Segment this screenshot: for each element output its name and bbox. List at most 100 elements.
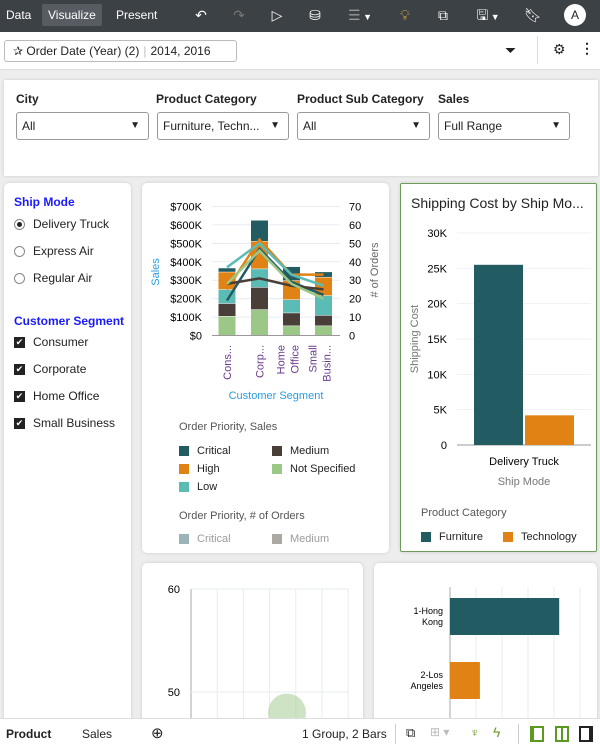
checkbox-consumer[interactable]: ✔ Consumer — [14, 335, 89, 349]
y-tick-label: 5K — [434, 405, 448, 417]
checkbox-corporate[interactable]: ✔ Corporate — [14, 362, 87, 376]
bar-segment — [251, 287, 268, 310]
left-panel-toggle-icon[interactable] — [530, 726, 544, 742]
y-tick-label: Kong — [422, 617, 443, 627]
product-category-select[interactable]: Furniture, Techn... ▼ — [157, 112, 289, 140]
radio-express-air[interactable]: Express Air — [14, 244, 94, 258]
tab-present[interactable]: Present — [116, 8, 158, 22]
comment-icon[interactable]: ☰ ▼ — [348, 7, 372, 23]
legend-label: Low — [197, 481, 218, 493]
tab-visualize[interactable]: Visualize — [42, 4, 102, 26]
grid-icon[interactable]: ⊞ ▾ — [430, 725, 450, 739]
bar-legend-item[interactable]: Low — [179, 481, 217, 493]
avatar[interactable]: A — [564, 4, 586, 26]
brush-icon[interactable]: ♆ — [470, 725, 480, 740]
bookmark-icon[interactable]: 🔖︎ — [524, 7, 542, 23]
y-tick-label: 2-Los — [420, 670, 443, 680]
x-axis-label: Ship Mode — [498, 476, 551, 488]
date-filter-pill[interactable]: ✰ Order Date (Year) (2) | 2014, 2016 — [4, 40, 237, 62]
y2-tick-label: 60 — [349, 220, 361, 232]
bar-legend-item[interactable]: Critical — [179, 445, 231, 457]
lightning-icon[interactable]: ϟ — [493, 724, 501, 740]
city-select[interactable]: All ▼ — [16, 112, 149, 140]
y2-tick-label: 20 — [349, 294, 361, 306]
legend-item[interactable]: Technology — [503, 531, 577, 543]
customer-segment-title: Customer Segment — [14, 314, 125, 328]
city-bar-chart: 1-Hong Kong 2-Los Angeles — [374, 563, 597, 728]
chevron-down-icon: ▼ — [551, 120, 561, 131]
sales-select[interactable]: Full Range ▼ — [438, 112, 570, 140]
list-filters-panel: Ship Mode Delivery Truck Express Air Reg… — [4, 183, 131, 723]
right-panel-toggle-icon[interactable] — [579, 726, 593, 742]
legend-item[interactable]: Furniture — [421, 531, 483, 543]
bar-legend-item[interactable]: High — [179, 463, 220, 475]
x-tick-label: Home — [276, 345, 288, 374]
legend-swatch — [179, 482, 189, 492]
y2-tick-label: 30 — [349, 275, 361, 287]
dashboard-filters: City All ▼ Product Category Furniture, Te… — [4, 80, 598, 176]
checkbox-home-office[interactable]: ✔ Home Office — [14, 389, 100, 403]
product-category-label: Product Category — [156, 92, 257, 106]
legend-label: Technology — [521, 531, 577, 543]
series-line — [226, 277, 324, 291]
series-line — [226, 241, 324, 287]
legend-label: Not Specified — [290, 463, 356, 475]
sales-orders-combo-chart: $0 0 $100K 10 $200K 20 $300K 30 $400K 40 $500K 50 $6… — [142, 183, 389, 553]
traffic-light-icon[interactable]: ⚙ — [553, 41, 566, 57]
lightbulb-icon[interactable]: 💡︎ — [400, 7, 410, 23]
legend-swatch — [272, 464, 282, 474]
product-sub-category-select[interactable]: All ▼ — [297, 112, 430, 140]
bar-segment — [315, 326, 332, 335]
bar-segment — [315, 295, 332, 316]
bar-segment — [251, 309, 268, 335]
radio-delivery-truck[interactable]: Delivery Truck — [14, 217, 109, 231]
y-tick-label: $300K — [170, 275, 202, 287]
save-icon[interactable]: 🖫︎ ▼ — [476, 7, 500, 23]
y-tick-label: $600K — [170, 220, 202, 232]
combo-chart-svg: $0 0 $100K 10 $200K 20 $300K 30 $400K 40 $500K 50 $6… — [150, 202, 381, 403]
legend-swatch — [503, 532, 513, 542]
bar-segment — [218, 316, 236, 335]
bar-segment — [315, 315, 332, 326]
checkbox-small-business[interactable]: ✔ Small Business — [14, 416, 116, 430]
y2-tick-label: 0 — [349, 331, 355, 343]
filter-clear-icon[interactable]: ⏷ — [505, 42, 517, 58]
bar-legend-item[interactable]: Not Specified — [272, 463, 355, 475]
top-toolbar: Data Visualize Present ↶ ↷ ▷ ⛁ ☰ ▼ 💡︎ ⧉ … — [0, 0, 600, 32]
export-icon[interactable]: ⧉ — [438, 7, 448, 23]
data-refresh-icon[interactable]: ⛁ — [309, 7, 321, 23]
shipping-cost-chart: Shipping Cost by Ship Mo... 0 5K 10K 15K 20K… — [400, 183, 597, 552]
series-line — [226, 248, 325, 300]
legend-swatch — [179, 464, 189, 474]
bar-legend-title: Order Priority, Sales — [179, 421, 278, 433]
bar-segment — [283, 326, 300, 335]
line-legend-item[interactable]: Critical — [179, 533, 231, 545]
y2-tick-label: 40 — [349, 257, 361, 269]
add-canvas-icon[interactable]: ⊕ — [151, 725, 164, 742]
footer-tab-sales[interactable]: Sales — [82, 727, 113, 741]
legend-label: Medium — [290, 445, 330, 457]
divider — [537, 36, 538, 64]
city-label: City — [16, 92, 39, 106]
more-options-icon[interactable]: ⋮ — [580, 40, 594, 56]
y-tick-label: 10K — [427, 369, 447, 381]
x-tick-label: Office — [290, 345, 302, 374]
play-icon[interactable]: ▷ — [271, 7, 283, 23]
redo-icon[interactable]: ↷ — [233, 7, 245, 23]
canvas-layout-icon[interactable]: ⧉ — [406, 725, 416, 740]
footer-tab-product[interactable]: Product — [6, 727, 52, 741]
bar-segment — [283, 299, 300, 313]
undo-icon[interactable]: ↶ — [195, 7, 207, 23]
y-tick-label: 25K — [427, 263, 447, 275]
bar-legend-item[interactable]: Medium — [272, 445, 329, 457]
center-panel-toggle-icon[interactable] — [555, 726, 569, 742]
legend-label: Medium — [290, 533, 330, 545]
x-tick-label: Busin... — [322, 345, 334, 382]
legend-swatch — [272, 446, 282, 456]
scatter-chart: 60 50 — [142, 563, 363, 728]
y-tick-label: 30K — [427, 228, 447, 240]
tab-data[interactable]: Data — [6, 8, 32, 22]
y-tick-label: $700K — [170, 202, 202, 214]
line-legend-item[interactable]: Medium — [272, 533, 329, 545]
radio-regular-air[interactable]: Regular Air — [14, 271, 92, 285]
